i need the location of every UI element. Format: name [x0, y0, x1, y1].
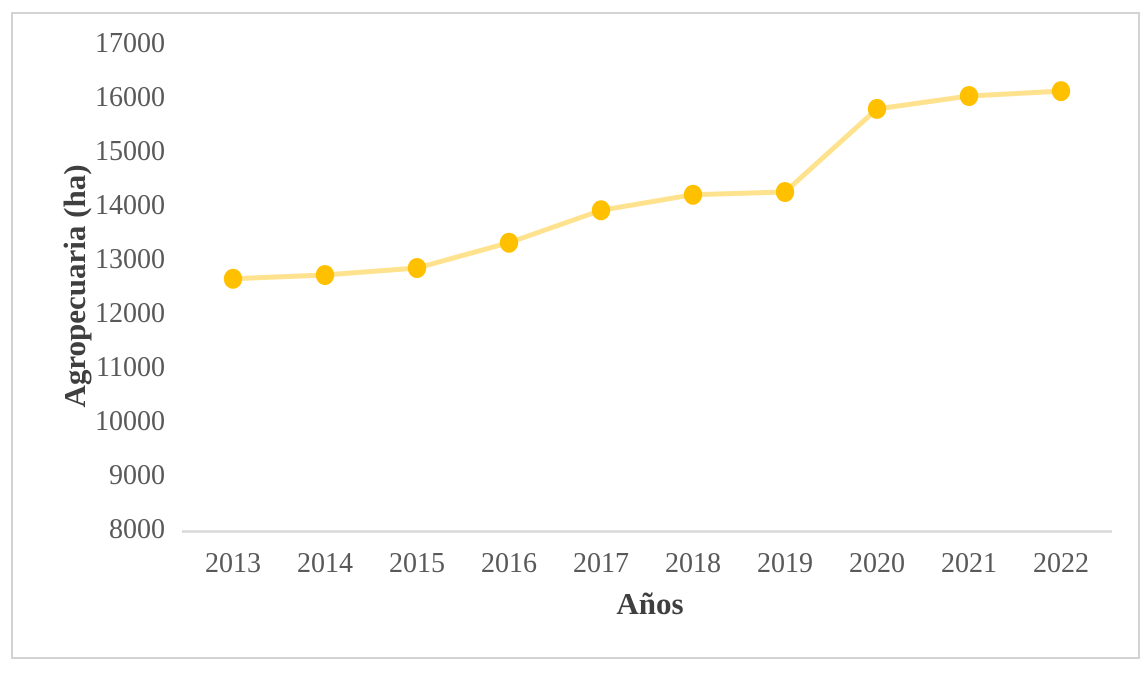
x-tick-label: 2019: [757, 548, 813, 579]
y-tick-label: 14000: [95, 189, 165, 221]
data-point-2019: [775, 182, 795, 202]
y-axis-title: Agropecuaria (ha): [57, 164, 92, 408]
data-point-2020: [867, 98, 887, 119]
y-tick-label: 15000: [95, 136, 165, 168]
data-point-2021: [959, 86, 979, 106]
y-tick-label: 9000: [109, 459, 165, 491]
y-tick-label: 17000: [95, 28, 165, 60]
chart-border: [11, 12, 1140, 659]
data-point-2016: [499, 232, 519, 253]
data-point-2018: [683, 184, 703, 205]
x-tick-label: 2020: [849, 548, 905, 579]
data-point-2017: [591, 200, 611, 221]
series-line: [230, 88, 1064, 282]
x-tick-label: 2018: [665, 548, 721, 579]
x-tick-label: 2014: [297, 548, 353, 579]
data-point-2014: [315, 265, 335, 285]
x-tick-label: 2017: [573, 548, 629, 579]
y-tick-label: 10000: [95, 405, 165, 437]
x-tick-label: 2016: [481, 548, 537, 579]
series-markers: [223, 81, 1071, 289]
data-point-2015: [407, 258, 427, 278]
y-tick-label: 13000: [95, 243, 165, 275]
data-point-2022: [1051, 81, 1071, 102]
x-axis-title: Años: [616, 586, 684, 621]
y-tick-label: 16000: [95, 82, 165, 114]
x-tick-label: 2021: [941, 548, 997, 579]
y-tick-label: 12000: [95, 297, 165, 329]
y-tick-label: 8000: [109, 513, 165, 545]
y-tick-label: 11000: [96, 351, 165, 383]
x-tick-label: 2015: [389, 548, 445, 579]
x-tick-label: 2022: [1033, 548, 1089, 579]
data-point-2013: [223, 268, 243, 289]
x-tick-label: 2013: [205, 548, 261, 579]
